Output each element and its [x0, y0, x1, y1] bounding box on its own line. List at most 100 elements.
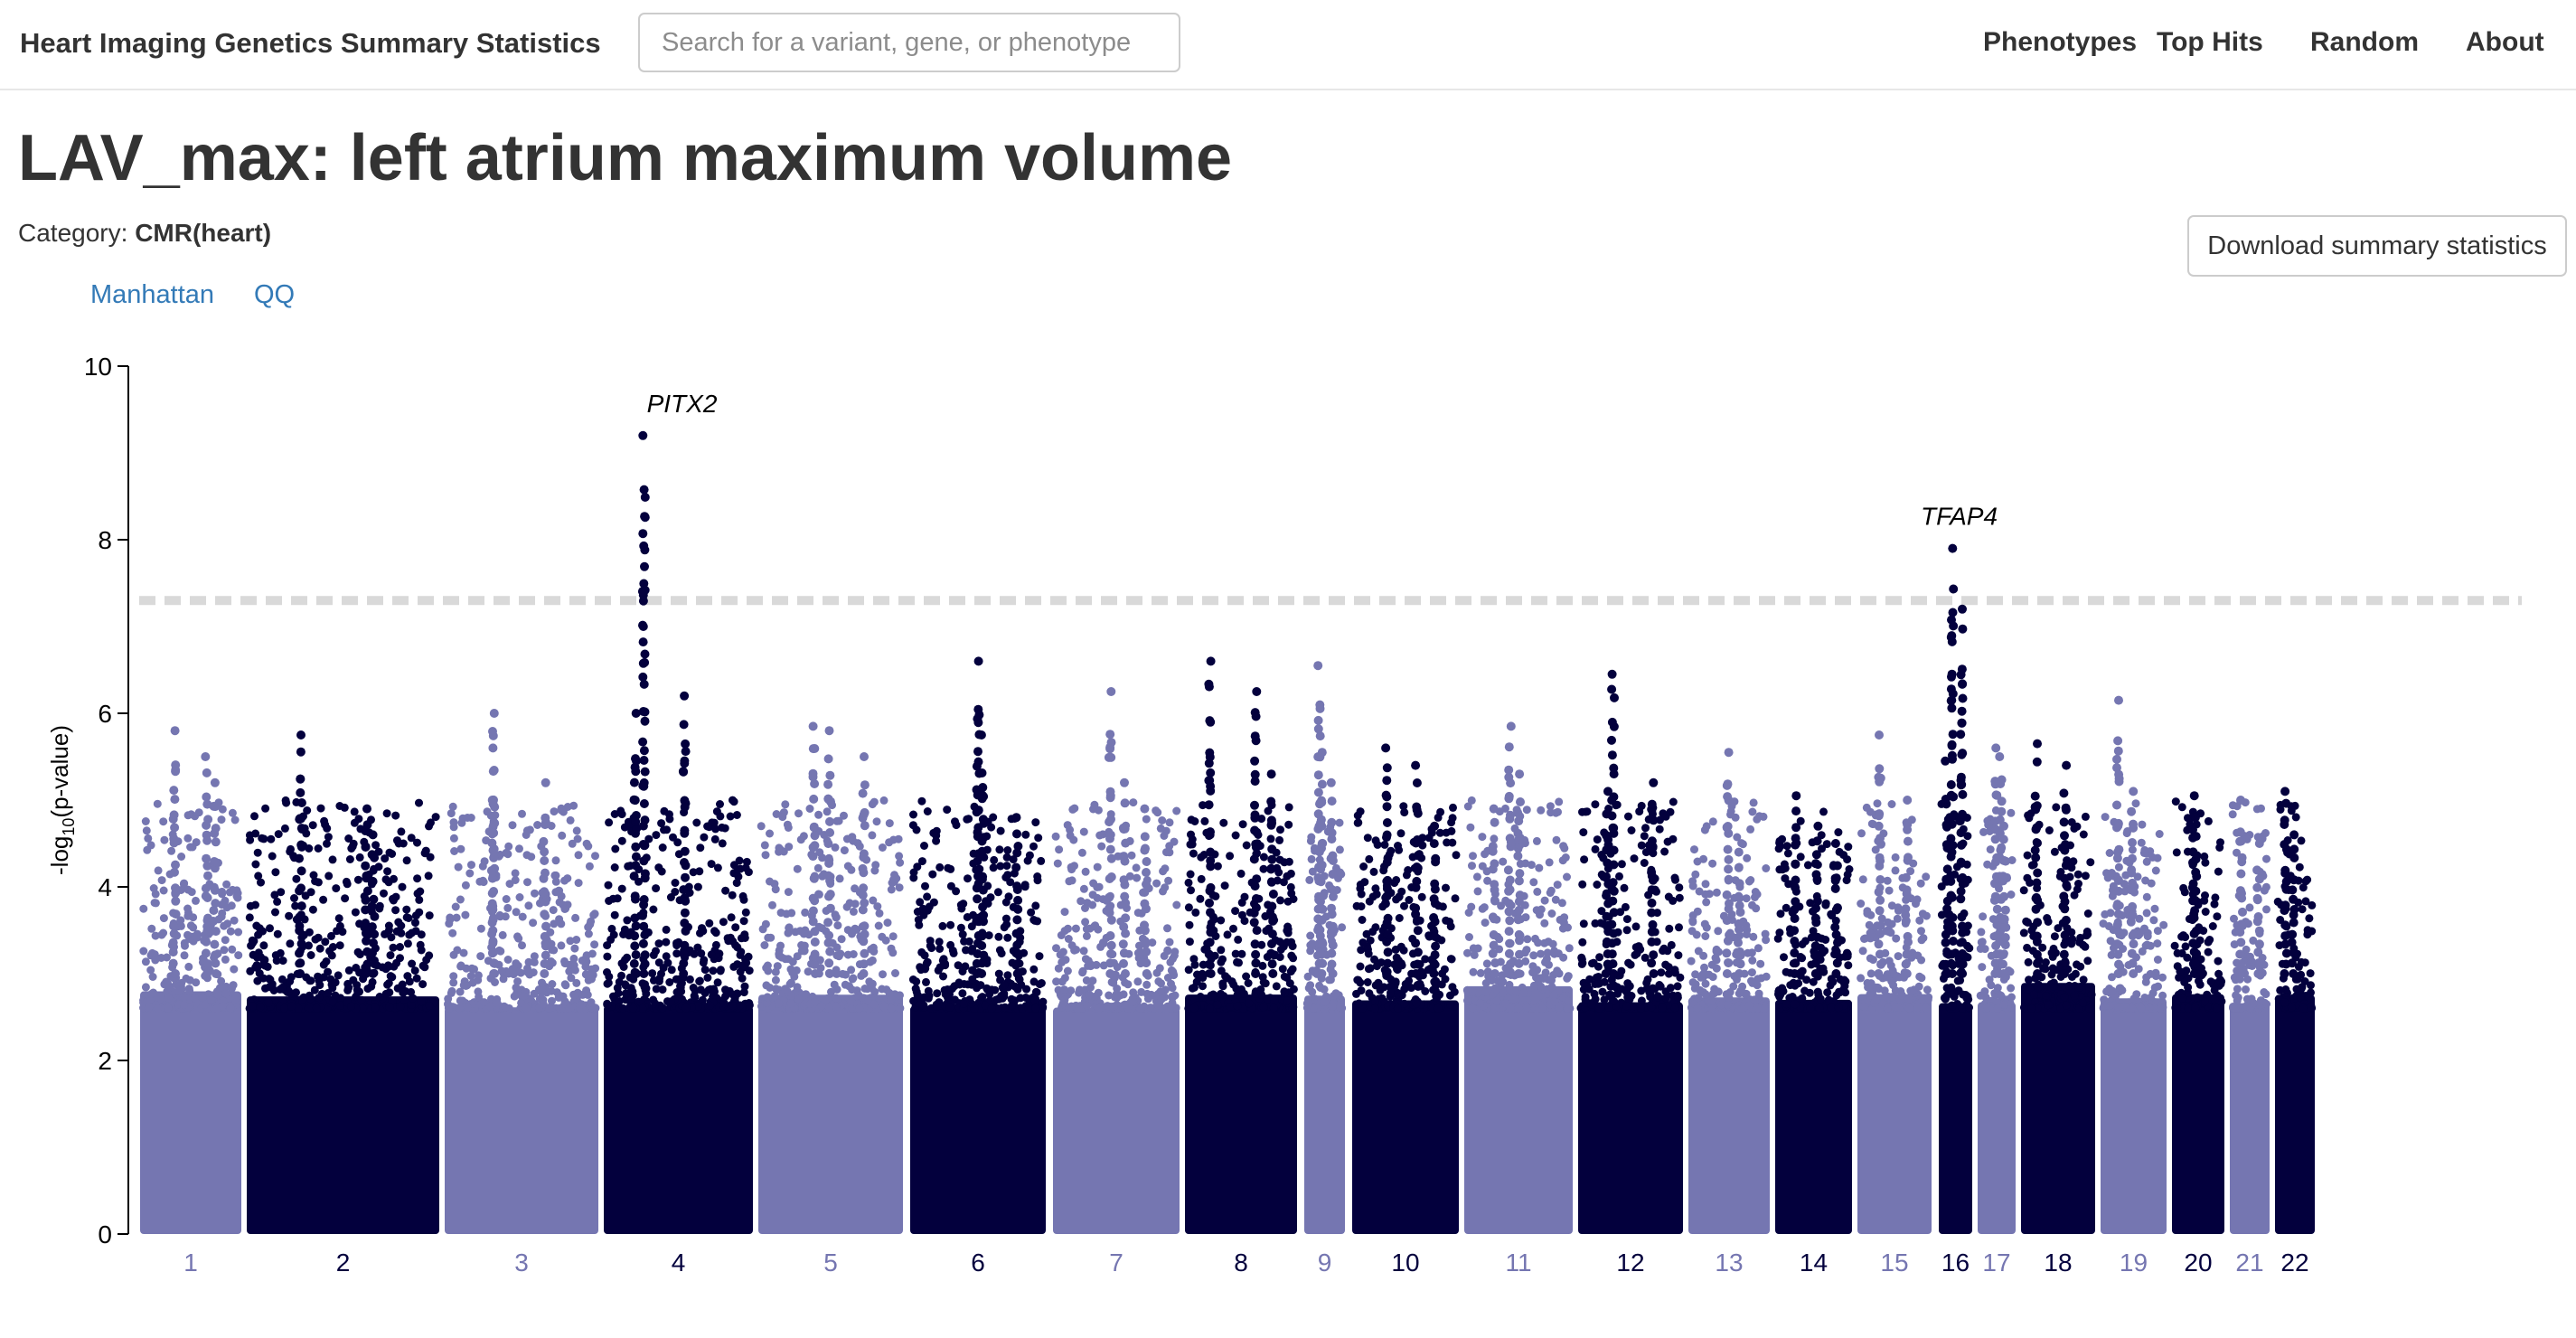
peak-point[interactable] — [1106, 949, 1115, 958]
peak-point[interactable] — [1429, 958, 1439, 968]
peak-point[interactable] — [1268, 969, 1278, 978]
peak-point[interactable] — [295, 853, 304, 863]
peak-point[interactable] — [824, 958, 834, 968]
peak-point[interactable] — [1205, 748, 1215, 758]
peak-point[interactable] — [541, 950, 550, 960]
peak-point[interactable] — [811, 969, 820, 978]
peak-point[interactable] — [978, 790, 987, 800]
peak-point[interactable] — [541, 921, 550, 931]
peak-point[interactable] — [1831, 969, 1841, 978]
peak-point[interactable] — [1412, 802, 1422, 812]
peak-point[interactable] — [1318, 958, 1328, 968]
peak-point[interactable] — [1105, 834, 1114, 843]
peak-point[interactable] — [1266, 863, 1276, 873]
peak-point[interactable] — [631, 921, 641, 931]
peak-point[interactable] — [681, 926, 691, 936]
peak-point[interactable] — [1250, 731, 1260, 741]
peak-point[interactable] — [1831, 929, 1841, 939]
peak-point[interactable] — [638, 781, 648, 791]
peak-point[interactable] — [540, 969, 550, 978]
peak-point[interactable] — [1723, 792, 1733, 802]
peak-point[interactable] — [1206, 847, 1216, 857]
peak-point[interactable] — [679, 969, 689, 978]
peak-point[interactable] — [1431, 857, 1441, 867]
peak-point[interactable] — [1504, 742, 1514, 752]
peak-point[interactable] — [860, 898, 870, 908]
peak-point[interactable] — [1603, 922, 1612, 931]
peak-point[interactable] — [1601, 969, 1611, 978]
peak-point[interactable] — [1382, 833, 1391, 843]
peak-point[interactable] — [859, 959, 869, 969]
peak-point[interactable] — [810, 949, 820, 959]
peak-point[interactable] — [1411, 969, 1421, 978]
peak-point[interactable] — [296, 938, 306, 948]
peak-point[interactable] — [1317, 969, 1327, 978]
peak-point[interactable] — [540, 909, 550, 919]
peak-point[interactable] — [1791, 897, 1800, 907]
peak-point[interactable] — [680, 802, 690, 812]
peak-point[interactable] — [1513, 808, 1523, 818]
peak-point[interactable] — [860, 821, 870, 831]
peak-point[interactable] — [1833, 903, 1842, 913]
peak-point[interactable] — [824, 930, 834, 940]
peak-point[interactable] — [823, 794, 833, 804]
peak-point[interactable] — [487, 873, 497, 883]
peak-point[interactable] — [1205, 830, 1215, 840]
peak-point[interactable] — [1607, 717, 1617, 727]
peak-point[interactable] — [541, 813, 550, 823]
peak-point[interactable] — [858, 890, 868, 900]
peak-point[interactable] — [1647, 908, 1657, 918]
peak-point[interactable] — [640, 959, 650, 969]
peak-point[interactable] — [1266, 948, 1276, 958]
peak-point[interactable] — [1647, 937, 1657, 947]
nav-top-hits[interactable]: Top Hits — [2157, 27, 2263, 57]
peak-point[interactable] — [808, 917, 818, 927]
peak-point[interactable] — [295, 948, 304, 958]
peak-point[interactable] — [1413, 926, 1423, 936]
peak-point[interactable] — [1106, 687, 1116, 696]
peak-point[interactable] — [825, 890, 835, 900]
peak-point[interactable] — [823, 754, 833, 764]
peak-point[interactable] — [1513, 851, 1523, 861]
peak-point[interactable] — [1812, 932, 1822, 942]
peak-point[interactable] — [1429, 913, 1439, 922]
peak-point[interactable] — [209, 906, 219, 915]
peak-point[interactable] — [639, 799, 649, 808]
peak-point[interactable] — [977, 768, 987, 777]
peak-point[interactable] — [1412, 862, 1422, 872]
peak-point[interactable] — [1121, 913, 1131, 923]
peak-point[interactable] — [202, 937, 212, 947]
peak-point[interactable] — [1318, 938, 1328, 948]
peak-point[interactable] — [1603, 949, 1612, 959]
tab-qq[interactable]: QQ — [254, 280, 296, 309]
peak-point[interactable] — [1205, 938, 1215, 947]
peak-point[interactable] — [540, 887, 550, 897]
peak-point[interactable] — [168, 938, 178, 947]
peak-point[interactable] — [825, 770, 835, 780]
peak-point[interactable] — [1012, 915, 1022, 925]
peak-point[interactable] — [1724, 958, 1734, 968]
peak-point[interactable] — [639, 895, 649, 904]
peak-point[interactable] — [1812, 896, 1822, 906]
peak-point[interactable] — [1602, 809, 1612, 819]
peak-point[interactable] — [1722, 969, 1732, 978]
peak-point[interactable] — [1603, 899, 1613, 909]
peak-point[interactable] — [1735, 879, 1744, 889]
peak-point[interactable] — [1791, 859, 1800, 869]
peak-point[interactable] — [680, 846, 690, 856]
nav-phenotypes[interactable]: Phenotypes — [1983, 27, 2138, 57]
peak-point[interactable] — [1316, 818, 1325, 828]
peak-point[interactable] — [640, 561, 649, 571]
peak-point[interactable] — [631, 817, 641, 826]
peak-point[interactable] — [368, 948, 377, 958]
peak-point[interactable] — [1317, 915, 1327, 925]
peak-point[interactable] — [1382, 891, 1392, 901]
download-summary-button[interactable]: Download summary statistics — [2187, 215, 2567, 277]
peak-point[interactable] — [1249, 918, 1259, 928]
peak-point[interactable] — [369, 938, 378, 947]
peak-point[interactable] — [1734, 847, 1744, 857]
peak-point[interactable] — [211, 958, 221, 968]
peak-point[interactable] — [1725, 930, 1735, 940]
peak-point[interactable] — [639, 579, 649, 589]
peak-point[interactable] — [1119, 948, 1129, 958]
